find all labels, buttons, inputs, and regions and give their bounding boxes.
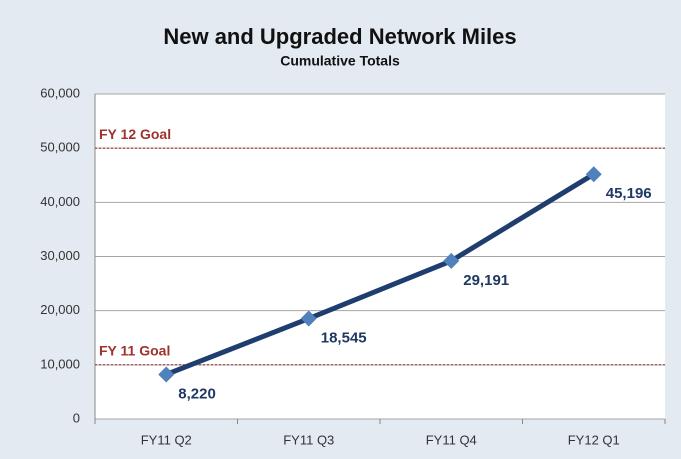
data-point	[300, 310, 317, 327]
data-label: 8,220	[178, 385, 216, 402]
x-tick-label: FY11 Q3	[283, 432, 334, 447]
goal-label: FY 11 Goal	[99, 343, 170, 359]
data-point	[158, 366, 175, 383]
y-tick-label: 60,000	[40, 85, 80, 100]
y-tick-label: 30,000	[40, 248, 80, 263]
data-line	[165, 172, 596, 377]
y-tick-label: 20,000	[40, 302, 80, 317]
data-label: 29,191	[463, 272, 509, 289]
chart-title: New and Upgraded Network Miles	[163, 24, 516, 49]
y-tick-label: 50,000	[40, 140, 80, 155]
x-tick-label: FY12 Q1	[568, 432, 620, 447]
y-tick-label: 10,000	[40, 356, 80, 371]
data-point	[443, 252, 460, 269]
goal-label: FY 12 Goal	[99, 126, 171, 142]
data-point	[585, 166, 602, 183]
chart-subtitle: Cumulative Totals	[280, 53, 400, 69]
data-label: 45,196	[606, 185, 652, 202]
y-tick-label: 0	[73, 410, 80, 425]
y-tick-label: 40,000	[40, 194, 80, 209]
data-label: 18,545	[321, 330, 367, 347]
x-tick-label: FY11 Q4	[426, 432, 477, 447]
x-tick-label: FY11 Q2	[141, 432, 192, 447]
